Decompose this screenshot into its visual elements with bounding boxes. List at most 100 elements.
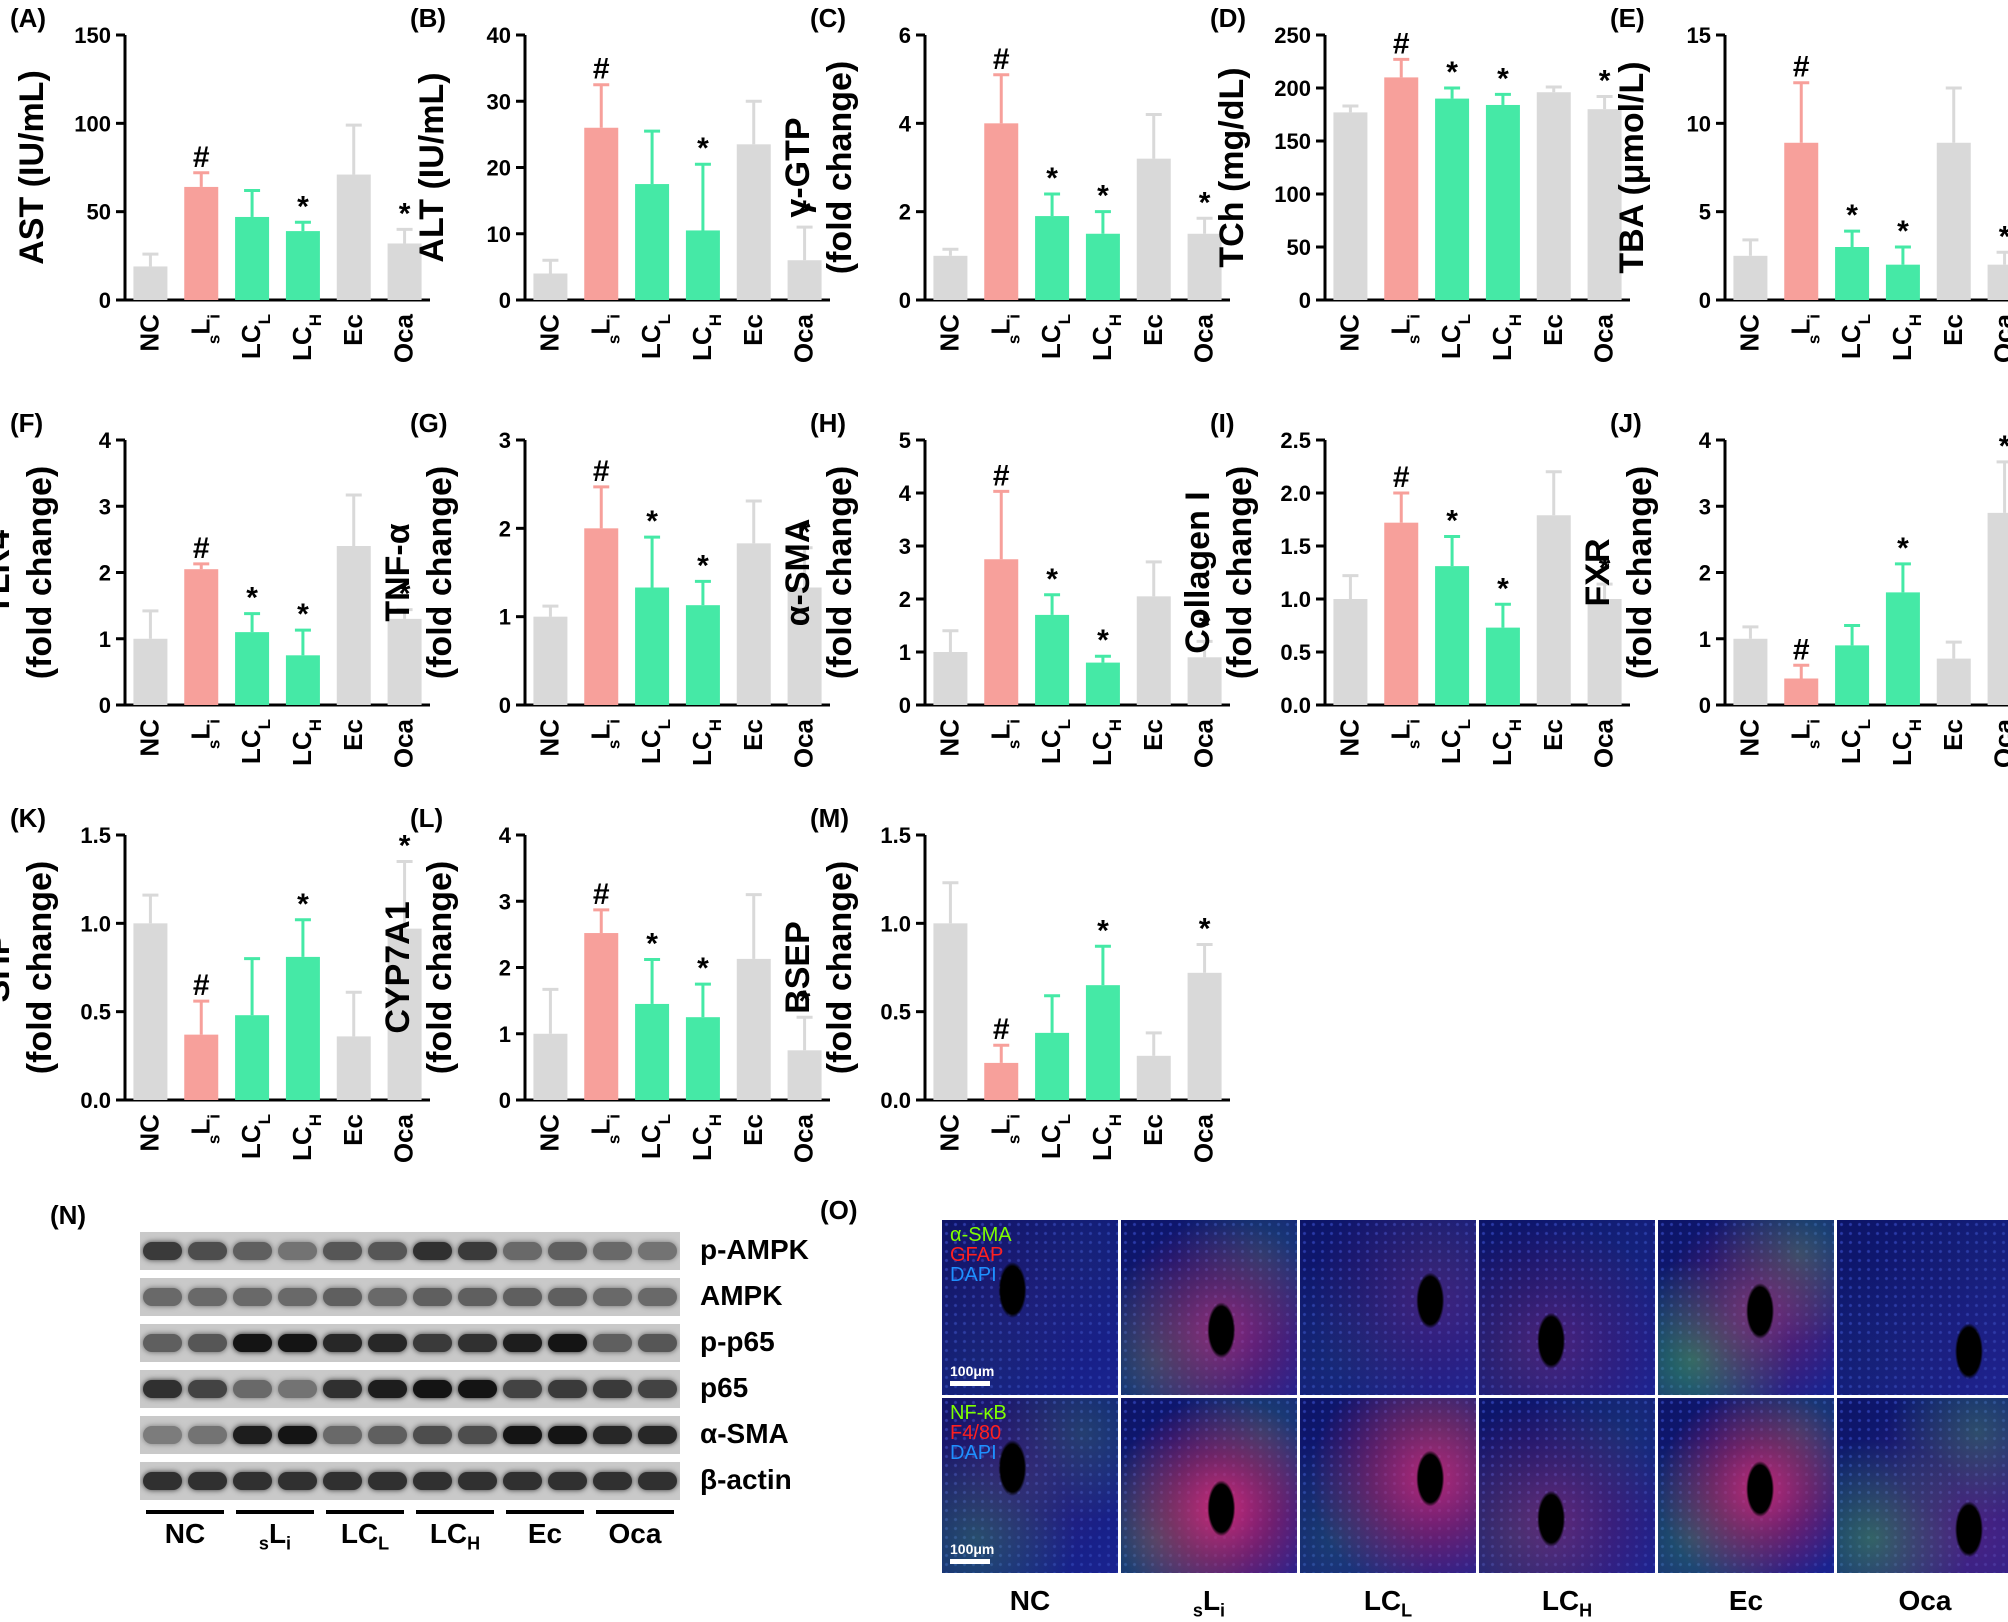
bar-nc [133, 638, 168, 705]
x-tick-label: sLi [585, 1114, 623, 1144]
bar-nc [533, 616, 568, 705]
blot-strip [140, 1324, 680, 1362]
micrograph-group-label: Ec [1728, 1585, 1764, 1616]
significance-star: * [1497, 572, 1509, 605]
significance-star: * [1046, 162, 1058, 195]
x-tick-label: Oca [389, 313, 419, 363]
significance-hash: # [593, 878, 610, 911]
x-tick-label: sLi [185, 719, 223, 749]
x-tick-label: LCL [1036, 314, 1074, 359]
y-tick-label: 0 [1699, 288, 1711, 313]
x-tick-label: Ec [338, 314, 368, 346]
bar-oca [1987, 264, 2008, 300]
significance-star: * [1097, 914, 1109, 947]
bar-sli [584, 127, 619, 300]
blot-group-bar [596, 1510, 674, 1514]
bar-lch [685, 1017, 720, 1100]
blot-band [143, 1242, 182, 1260]
blot-band [233, 1288, 272, 1306]
y-axis-label: AST (IU/mL) [13, 70, 51, 265]
significance-star: * [1199, 913, 1211, 946]
chart-panel-a: (A) AST (IU/mL) 0 50 100 150 NC # sLi LCL * LCH Ec * O… [10, 3, 430, 363]
y-tick-label: 0 [499, 288, 511, 313]
bar-lcl [1835, 645, 1870, 705]
x-tick-label: LCL [636, 314, 674, 359]
bar-ec [336, 1036, 371, 1100]
blot-strip [140, 1232, 680, 1270]
y-tick-label: 200 [1274, 76, 1311, 101]
micrograph-tile [1300, 1398, 1476, 1573]
panel-label-o: (O) [820, 1195, 858, 1225]
significance-star: * [1199, 186, 1211, 219]
x-tick-label: NC [1334, 314, 1364, 352]
blot-band [548, 1472, 587, 1490]
significance-hash: # [193, 969, 210, 1002]
x-tick-label: NC [534, 1114, 564, 1152]
blot-group-bar [236, 1510, 314, 1514]
x-tick-label: sLi [185, 1114, 223, 1144]
y-tick-label: 1 [499, 605, 511, 630]
x-tick-label: sLi [985, 1114, 1023, 1144]
micrograph-tile [1300, 1220, 1476, 1395]
y-axis-label: TBA (μmol/L) [1613, 61, 1651, 273]
x-tick-label: Oca [789, 313, 819, 363]
scale-bar-label: 100μm [950, 1363, 995, 1379]
significance-hash: # [1393, 27, 1410, 60]
blot-band [593, 1242, 632, 1260]
blot-band [458, 1380, 497, 1398]
y-tick-label: 150 [74, 23, 111, 48]
blot-band [188, 1426, 227, 1444]
y-tick-label: 30 [487, 89, 511, 114]
y-tick-label: 20 [487, 156, 511, 181]
x-tick-label: Ec [1938, 314, 1968, 346]
blot-band [368, 1380, 407, 1398]
panel-label: (J) [1610, 408, 1642, 438]
significance-star: * [1897, 532, 1909, 565]
blot-band [548, 1380, 587, 1398]
x-tick-label: Ec [1138, 314, 1168, 346]
y-axis-label: Collagen I [1179, 491, 1217, 653]
micrograph-group-label: sLi [1192, 1585, 1226, 1621]
bar-lcl [235, 216, 270, 300]
significance-star: * [297, 190, 309, 223]
chart-panel-e: (E) TBA (μmol/L) 0 5 10 15 NC # sLi * LCL * LCH Ec * Oc… [1610, 3, 2008, 363]
micrograph-tile [1121, 1398, 1297, 1573]
y-tick-label: 50 [87, 200, 111, 225]
chart-panel-l: (L) CYP7A1 (fold change) 0 1 2 3 4 NC # sLi * LCL * LC… [379, 803, 830, 1163]
bar-lcl [635, 587, 670, 705]
blot-band [368, 1334, 407, 1352]
x-tick-label: Oca [389, 1113, 419, 1163]
bar-ec [736, 144, 771, 300]
blot-band [278, 1380, 317, 1398]
panel-label: (A) [10, 3, 46, 33]
blot-protein-label: β-actin [700, 1464, 792, 1495]
x-tick-label: Ec [1138, 1114, 1168, 1146]
y-tick-label: 1.0 [880, 911, 911, 936]
significance-star: * [1999, 220, 2008, 253]
blot-protein-label: p-p65 [700, 1326, 775, 1357]
bar-lch [685, 230, 720, 300]
blot-band [188, 1288, 227, 1306]
y-tick-label: 4 [499, 823, 512, 848]
significance-hash: # [1793, 51, 1810, 84]
bar-sli [1384, 522, 1419, 705]
x-tick-label: NC [1734, 314, 1764, 352]
panel-label: (H) [810, 408, 846, 438]
x-tick-label: LCL [1036, 1114, 1074, 1159]
x-tick-label: LCH [1487, 719, 1525, 766]
y-tick-label: 15 [1687, 23, 1711, 48]
y-tick-label: 250 [1274, 23, 1311, 48]
blot-band [548, 1334, 587, 1352]
bar-oca [1587, 109, 1622, 300]
blot-band [233, 1472, 272, 1490]
y-axis-label: SHP [0, 933, 17, 1003]
bar-oca [387, 618, 422, 705]
bar-lcl [1435, 566, 1470, 705]
x-tick-label: LCL [1036, 719, 1074, 764]
blot-band [143, 1334, 182, 1352]
x-tick-label: NC [934, 1114, 964, 1152]
bar-sli [1384, 77, 1419, 301]
significance-star: * [646, 928, 658, 961]
y-tick-label: 10 [1687, 111, 1711, 136]
